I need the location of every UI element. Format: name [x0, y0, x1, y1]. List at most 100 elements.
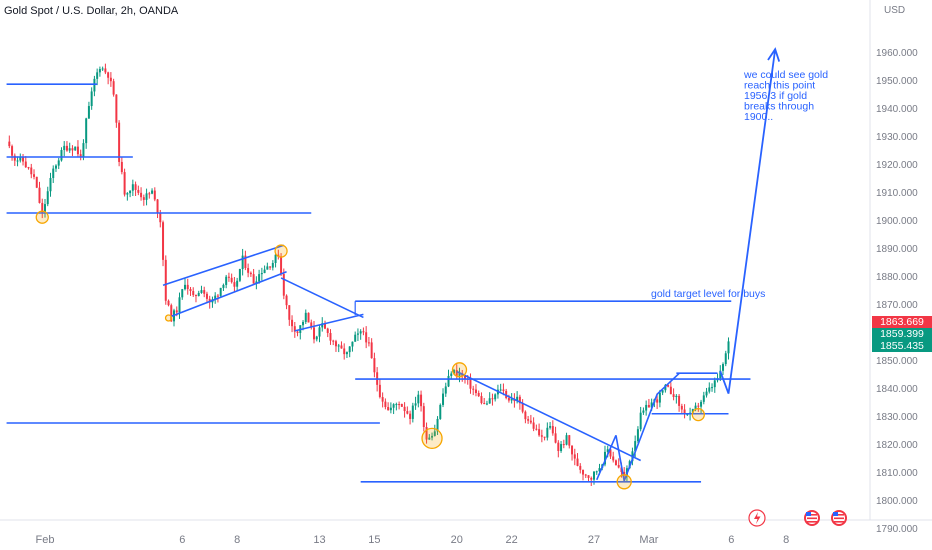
candle [678, 394, 681, 412]
candle [129, 190, 132, 198]
annotation-text: gold target level for buys [651, 288, 765, 300]
y-tick-label: 1910.000 [876, 188, 918, 199]
x-tick-label: 6 [728, 534, 734, 546]
trend-line[interactable] [623, 393, 658, 482]
trend-line[interactable] [615, 435, 625, 482]
candle [483, 397, 486, 405]
candle [389, 402, 392, 414]
x-tick-label: 27 [588, 534, 600, 546]
candle [186, 278, 189, 295]
highlight-circle [421, 427, 443, 450]
candle [485, 400, 488, 406]
trend-line[interactable] [456, 370, 642, 462]
candle [614, 459, 617, 466]
candle [219, 287, 222, 297]
candle [74, 146, 77, 151]
candle [414, 396, 417, 410]
candle [140, 187, 143, 201]
candle [8, 135, 11, 149]
trend-line[interactable] [162, 244, 285, 286]
candle [532, 417, 535, 432]
candle [164, 255, 167, 305]
trend-line[interactable] [280, 277, 364, 319]
trend-line[interactable] [170, 271, 287, 318]
candle [109, 72, 112, 87]
candle [697, 402, 700, 412]
candle [315, 335, 318, 342]
candle [252, 268, 255, 284]
candle [406, 406, 409, 415]
candle [348, 346, 351, 358]
candle [480, 392, 483, 405]
candle [499, 383, 502, 392]
candle [71, 145, 74, 156]
candle [85, 117, 88, 149]
lightning-icon[interactable] [748, 509, 766, 527]
us-flag-event-icon[interactable] [804, 510, 820, 526]
candle [477, 390, 480, 398]
candle [241, 248, 244, 276]
candle [543, 436, 546, 441]
y-tick-label: 1920.000 [876, 160, 918, 171]
candle [271, 260, 274, 271]
candle [318, 325, 321, 343]
trend-line[interactable] [596, 435, 617, 481]
candle [33, 169, 36, 180]
currency-label: USD [884, 5, 906, 16]
candle [367, 336, 370, 347]
y-tick-label: 1930.000 [876, 132, 918, 143]
candle [131, 179, 134, 197]
candle [183, 278, 186, 291]
candle [398, 401, 401, 410]
candle [639, 406, 642, 432]
drawings [6, 47, 781, 490]
candle [494, 393, 497, 402]
candle [420, 390, 423, 412]
candle [384, 398, 387, 410]
y-tick-label: 1810.000 [876, 468, 918, 479]
projection-arrow[interactable] [719, 49, 777, 394]
candle [343, 343, 346, 360]
candle [565, 432, 568, 446]
candle [472, 385, 475, 396]
candle [354, 331, 357, 342]
arrow-head [767, 47, 781, 62]
candle [87, 101, 90, 119]
x-tick-label: 20 [451, 534, 463, 546]
highlight-circle [451, 362, 468, 378]
x-tick-label: 8 [234, 534, 240, 546]
candle [395, 402, 398, 411]
candle [16, 156, 19, 167]
candle [49, 172, 52, 197]
candle [54, 164, 57, 172]
candle [680, 403, 683, 414]
price-axis[interactable]: 1960.000 1950.000 1940.000 1930.000 1920.000… [876, 48, 918, 535]
candle [41, 198, 44, 219]
us-flag-event-icon[interactable] [831, 510, 847, 526]
candle [13, 153, 16, 167]
y-tick-label: 1820.000 [876, 440, 918, 451]
annotations: gold target level for buys we could see g… [651, 69, 828, 300]
candle [705, 387, 708, 398]
candle [313, 320, 316, 344]
trend-line[interactable] [294, 313, 364, 332]
candle [716, 373, 719, 383]
candle [46, 186, 49, 207]
trend-line[interactable] [656, 372, 680, 395]
y-tick-label: 1870.000 [876, 300, 918, 311]
candle [403, 402, 406, 418]
candle [211, 296, 214, 308]
candle [266, 262, 269, 270]
candle [189, 286, 192, 296]
candle [557, 440, 560, 458]
candle [436, 416, 439, 435]
candle [68, 142, 71, 153]
candle [579, 463, 582, 474]
highlight-circle [274, 244, 288, 258]
candle [293, 322, 296, 338]
candle [101, 66, 104, 71]
time-axis[interactable]: Feb 6 8 13 15 20 22 27 Mar 6 8 [36, 534, 790, 546]
candle [444, 382, 447, 397]
